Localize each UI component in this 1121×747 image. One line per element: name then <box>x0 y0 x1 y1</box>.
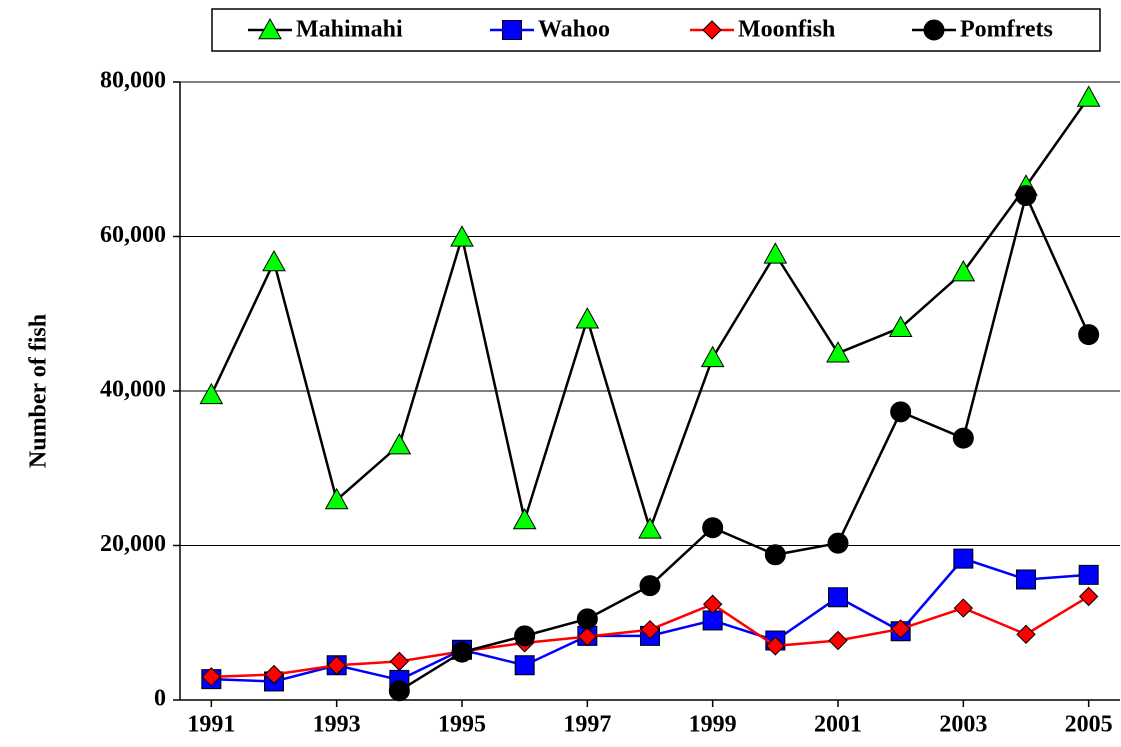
data-point <box>387 433 412 455</box>
y-tick-label: 20,000 <box>100 531 166 557</box>
x-tick-label: 1999 <box>689 712 737 738</box>
data-point <box>514 625 536 647</box>
data-point <box>1076 85 1101 107</box>
data-point <box>326 655 347 675</box>
data-point <box>951 260 976 282</box>
legend-label: Moonfish <box>738 17 835 43</box>
x-tick-label: 1991 <box>187 712 235 738</box>
y-tick-label: 0 <box>154 686 166 712</box>
data-point <box>764 544 786 566</box>
data-point <box>388 680 410 702</box>
data-point <box>264 664 284 685</box>
data-point <box>324 487 349 510</box>
data-point <box>201 667 222 687</box>
data-point <box>828 630 848 651</box>
legend-marker <box>923 19 945 41</box>
data-point <box>888 315 913 337</box>
data-point <box>512 507 537 530</box>
legend-label: Wahoo <box>538 17 610 43</box>
data-point <box>890 619 911 639</box>
data-point <box>577 626 598 647</box>
data-point <box>576 608 598 630</box>
data-point <box>451 641 473 663</box>
data-point <box>1015 185 1037 207</box>
data-point <box>1016 624 1036 645</box>
x-tick-label: 1993 <box>313 712 361 738</box>
legend-marker <box>702 20 722 40</box>
data-point <box>765 636 786 656</box>
y-tick-label: 60,000 <box>100 222 166 248</box>
data-point <box>702 517 724 539</box>
x-tick-label: 2001 <box>814 712 862 738</box>
y-tick-label: 40,000 <box>100 377 166 403</box>
data-point <box>199 382 224 405</box>
data-point <box>890 401 912 423</box>
legend-label: Pomfrets <box>960 17 1053 43</box>
data-point <box>763 242 788 264</box>
data-point <box>827 532 849 554</box>
series-line <box>398 191 1090 692</box>
x-tick-label: 2003 <box>939 712 987 738</box>
y-axis-label: Number of fish <box>26 314 52 468</box>
data-point <box>700 345 725 368</box>
legend-marker <box>502 20 522 40</box>
data-point <box>1016 569 1036 590</box>
legend-marker <box>258 17 282 40</box>
x-tick-label: 1995 <box>438 712 486 738</box>
data-point <box>575 307 600 329</box>
data-point <box>514 655 535 676</box>
data-point <box>639 575 661 597</box>
y-tick-label: 80,000 <box>100 68 166 94</box>
data-point <box>638 517 662 539</box>
data-point <box>702 594 723 614</box>
data-point <box>1078 586 1099 607</box>
x-tick-label: 1997 <box>563 712 611 738</box>
data-point <box>952 427 974 449</box>
data-point <box>826 341 850 363</box>
data-point <box>389 651 410 672</box>
data-point <box>953 548 974 569</box>
legend-label: Mahimahi <box>296 17 403 43</box>
data-point <box>828 587 848 608</box>
x-tick-label: 2005 <box>1065 712 1113 738</box>
data-point <box>1078 564 1099 585</box>
series-line <box>210 96 1090 534</box>
data-point <box>450 225 474 247</box>
data-point <box>1078 324 1100 346</box>
data-point <box>640 619 660 640</box>
data-point <box>262 249 286 272</box>
data-point <box>953 598 974 618</box>
